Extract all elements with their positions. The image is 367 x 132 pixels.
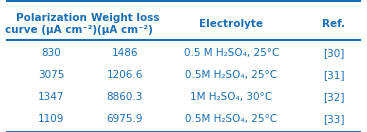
Text: 0.5M H₂SO₄, 25°C: 0.5M H₂SO₄, 25°C — [185, 114, 277, 124]
Text: 1347: 1347 — [38, 92, 65, 102]
Text: 0.5 M H₂SO₄, 25°C: 0.5 M H₂SO₄, 25°C — [184, 48, 279, 58]
Text: [33]: [33] — [323, 114, 345, 124]
Text: [30]: [30] — [323, 48, 345, 58]
Text: 0.5M H₂SO₄, 25°C: 0.5M H₂SO₄, 25°C — [185, 70, 277, 80]
Text: [32]: [32] — [323, 92, 345, 102]
Text: Ref.: Ref. — [322, 19, 346, 29]
Text: 1486: 1486 — [112, 48, 138, 58]
Text: 6975.9: 6975.9 — [106, 114, 143, 124]
Text: Electrolyte: Electrolyte — [199, 19, 263, 29]
Text: 3075: 3075 — [38, 70, 65, 80]
Text: 830: 830 — [41, 48, 61, 58]
Text: 1206.6: 1206.6 — [106, 70, 143, 80]
Text: 8860.3: 8860.3 — [106, 92, 143, 102]
Text: Polarization
curve (μA cm⁻²): Polarization curve (μA cm⁻²) — [5, 13, 98, 35]
Text: [31]: [31] — [323, 70, 345, 80]
Text: 1109: 1109 — [38, 114, 65, 124]
Text: Weight loss
(μA cm⁻²): Weight loss (μA cm⁻²) — [91, 13, 159, 35]
Text: 1M H₂SO₄, 30°C: 1M H₂SO₄, 30°C — [190, 92, 272, 102]
